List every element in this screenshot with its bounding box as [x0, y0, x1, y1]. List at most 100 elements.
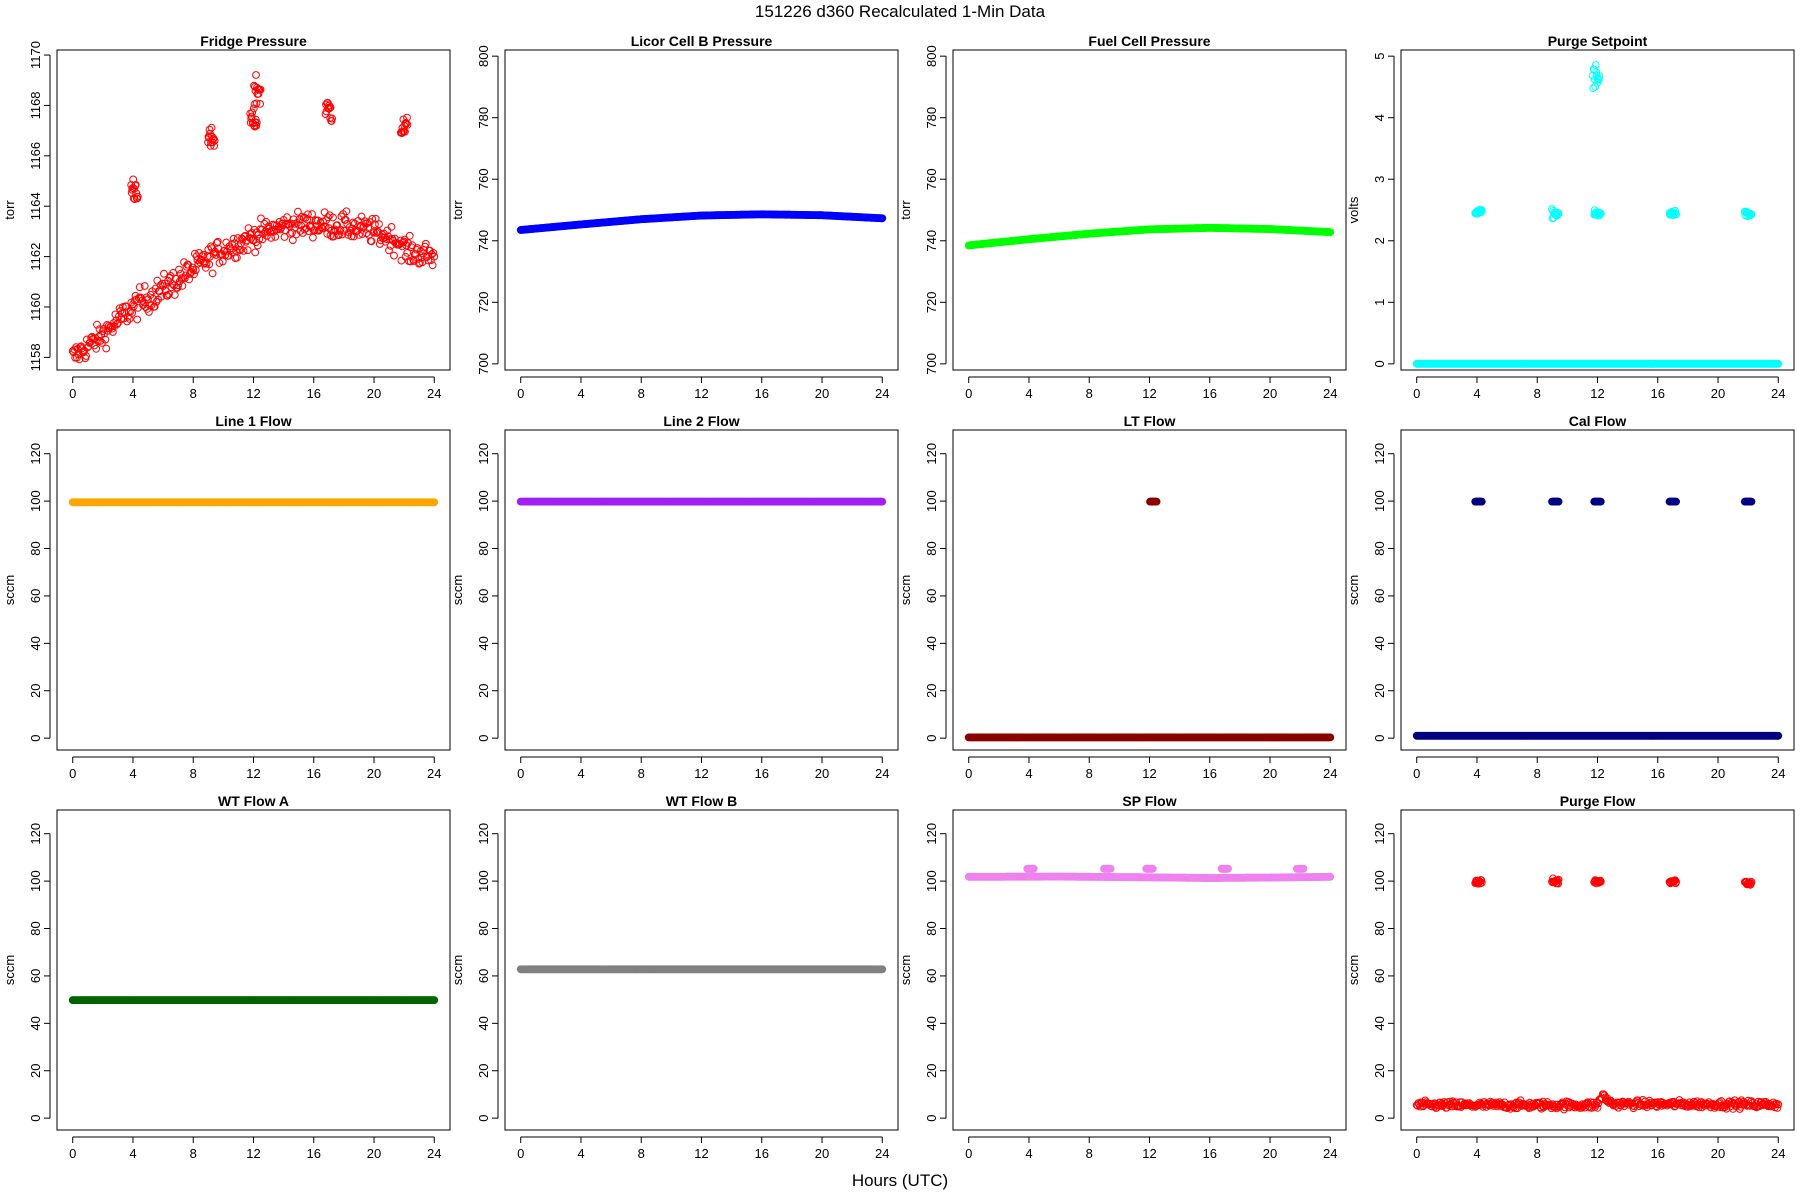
x-tick-label: 8 — [638, 1146, 645, 1161]
y-tick-label: 80 — [924, 541, 939, 555]
data-point — [140, 282, 149, 290]
x-tick-label: 8 — [190, 1146, 197, 1161]
data-point — [1152, 497, 1161, 506]
data-point — [208, 138, 217, 147]
data-point — [421, 239, 430, 248]
data-point — [205, 260, 214, 269]
data-point — [1477, 497, 1486, 506]
data-point — [251, 248, 260, 257]
y-tick-label: 100 — [924, 490, 939, 512]
x-tick-label: 8 — [1534, 386, 1541, 401]
data-point — [430, 996, 439, 1004]
x-tick-label: 12 — [1590, 386, 1604, 401]
x-tick-label: 20 — [815, 386, 829, 401]
x-tick-label: 8 — [1086, 386, 1093, 401]
x-tick-label: 0 — [69, 386, 76, 401]
x-tick-label: 16 — [1651, 386, 1665, 401]
data-point — [101, 335, 110, 344]
x-tick-label: 0 — [965, 766, 972, 781]
x-tick-label: 16 — [755, 386, 769, 401]
x-axis: 0 4 8 12 16 20 24 — [1413, 376, 1786, 401]
y-tick-label: 1160 — [28, 293, 43, 321]
subplot-title: Line 2 Flow — [663, 413, 739, 429]
data-point — [1591, 82, 1600, 91]
y-tick-label: 0 — [28, 1115, 43, 1122]
figure-title: 151226 d360 Recalculated 1-Min Data — [754, 2, 1046, 21]
y-tick-label: 80 — [1372, 541, 1387, 555]
x-tick-label: 12 — [1590, 766, 1604, 781]
data-point — [189, 265, 198, 274]
x-axis: 0 4 8 12 16 20 24 — [965, 376, 1338, 401]
y-tick-label: 80 — [28, 541, 43, 555]
x-axis: 0 4 8 12 16 20 24 — [69, 376, 442, 401]
data-point — [227, 246, 236, 255]
y-tick-label: 20 — [476, 1064, 491, 1078]
plot-frame — [504, 49, 899, 371]
y-tick-label: 60 — [476, 589, 491, 603]
data-point — [303, 215, 312, 224]
data-point — [260, 219, 269, 228]
x-tick-label: 12 — [694, 386, 708, 401]
subplot-title: SP Flow — [1122, 793, 1176, 809]
data-point — [403, 113, 411, 122]
plot-frame — [56, 49, 451, 371]
data-point — [1326, 228, 1335, 237]
data-point — [200, 259, 209, 268]
x-tick-label: 8 — [638, 766, 645, 781]
y-tick-label: 40 — [28, 1016, 43, 1030]
y-tick-label: 120 — [1372, 443, 1387, 465]
data-point — [403, 121, 412, 129]
data-point — [160, 269, 168, 278]
data-point — [237, 239, 246, 248]
data-point — [113, 320, 121, 329]
data-point — [370, 229, 378, 237]
data-point — [248, 108, 257, 117]
y-tick-label: 1158 — [28, 343, 43, 371]
y-tick-label: 2 — [1372, 237, 1387, 244]
data-point — [234, 242, 243, 251]
data-point — [405, 231, 414, 240]
data-point — [424, 256, 433, 265]
x-tick-label: 12 — [246, 386, 260, 401]
data-point — [329, 213, 337, 222]
plot-frame — [56, 429, 451, 751]
y-tick-label: 100 — [28, 870, 43, 892]
data-point — [123, 317, 131, 326]
y-tick-label: 3 — [1372, 176, 1387, 183]
x-axis: 0 4 8 12 16 20 24 — [69, 756, 442, 781]
y-tick-label: 1162 — [28, 243, 43, 271]
data-point — [375, 220, 383, 229]
data-point — [175, 265, 183, 274]
x-tick-label: 12 — [246, 1146, 260, 1161]
y-tick-label: 60 — [28, 589, 43, 603]
subplot-title: LT Flow — [1124, 413, 1176, 429]
data-point — [208, 269, 217, 278]
x-tick-label: 12 — [1142, 386, 1156, 401]
y-tick-label: 1164 — [28, 192, 43, 220]
y-tick-label: 120 — [28, 443, 43, 465]
data-point — [357, 212, 366, 221]
data-point — [256, 100, 265, 108]
x-tick-label: 4 — [129, 386, 136, 401]
data-point — [178, 282, 187, 290]
y-tick-label: 120 — [476, 823, 491, 845]
x-tick-label: 20 — [815, 766, 829, 781]
plot-frame — [56, 809, 451, 1131]
subplot-title: Line 1 Flow — [215, 413, 291, 429]
x-tick-label: 16 — [755, 1146, 769, 1161]
x-tick-label: 12 — [694, 1146, 708, 1161]
data-point — [325, 101, 334, 110]
data-point — [430, 252, 439, 261]
data-point — [329, 232, 338, 241]
data-point — [328, 114, 337, 123]
y-tick-label: 780 — [476, 107, 491, 129]
y-tick-label: 740 — [476, 230, 491, 252]
y-tick-label: 0 — [476, 1115, 491, 1122]
data-point — [341, 215, 350, 224]
data-point — [428, 261, 437, 270]
x-tick-label: 0 — [1413, 386, 1420, 401]
y-tick-label: 40 — [476, 636, 491, 650]
